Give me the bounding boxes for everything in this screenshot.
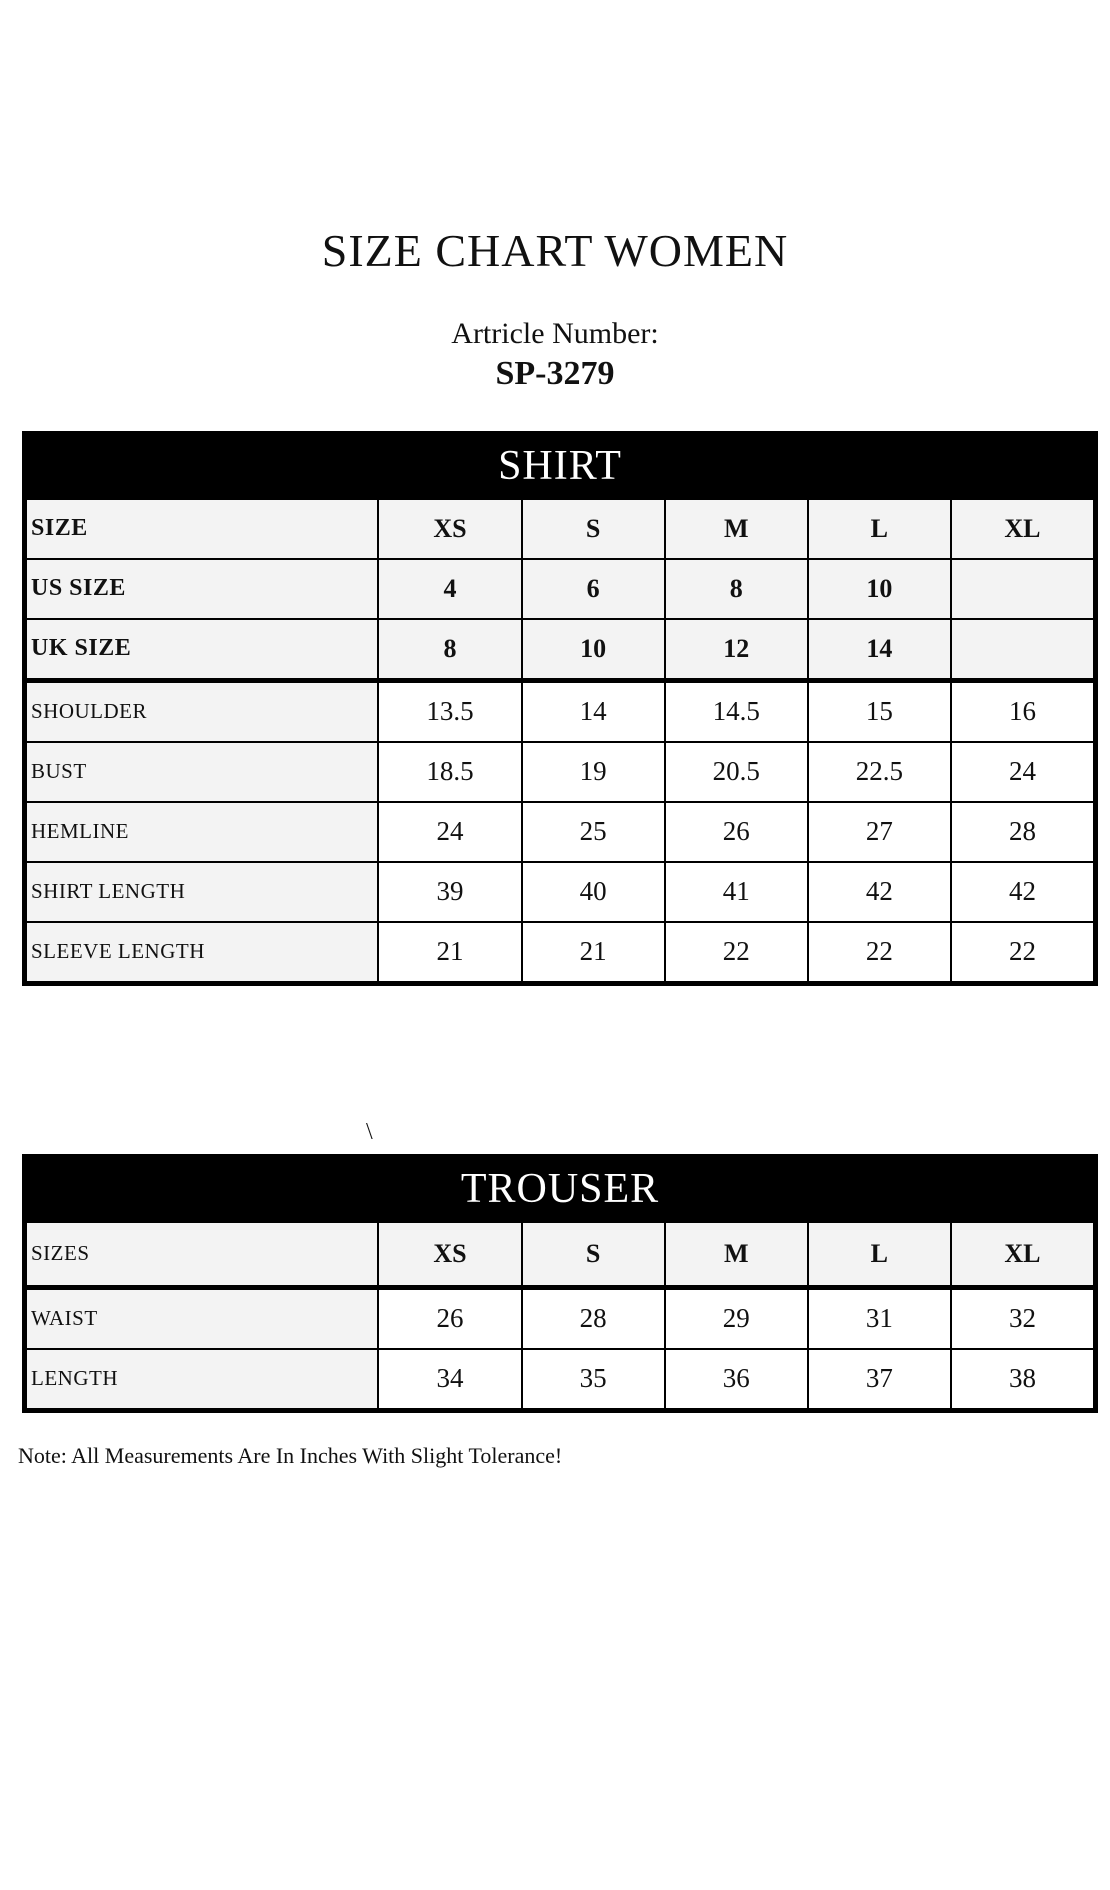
table-row: SLEEVE LENGTH 21 21 22 22 22 [24,920,1096,983]
size-value-cell: S [520,497,666,560]
size-value-cell: 8 [377,617,523,683]
size-value-cell: 42 [806,860,952,923]
size-value-cell: 22 [663,920,809,983]
size-value-cell: 42 [949,860,1096,923]
article-number-value: SP-3279 [495,354,615,392]
stray-backslash-mark: \ [366,1118,373,1145]
size-value-cell: M [663,1220,809,1290]
size-chart-page: SIZE CHART WOMEN Artricle Number: SP-327… [0,225,1110,1469]
table-row: SHOULDER 13.5 14 14.5 15 16 [24,679,1096,743]
size-value-cell: L [806,497,952,560]
row-label-cell: WAIST [24,1286,380,1350]
table-row: BUST 18.5 19 20.5 22.5 24 [24,740,1096,803]
size-value-cell: 19 [520,740,666,803]
size-value-cell: XL [949,497,1096,560]
size-value-cell: 25 [520,800,666,863]
row-label-cell: SIZE [24,497,380,560]
size-value-cell: 13.5 [377,679,523,743]
size-value-cell: 35 [520,1347,666,1410]
size-value-cell: 10 [520,617,666,683]
trouser-table-title: TROUSER [25,1156,1095,1221]
size-value-cell: 16 [949,679,1096,743]
row-label-cell: LENGTH [24,1347,380,1410]
size-value-cell: 6 [520,557,666,620]
size-value-cell: 21 [377,920,523,983]
size-value-cell: 24 [377,800,523,863]
size-value-cell: XS [377,1220,523,1290]
size-value-cell: 4 [377,557,523,620]
size-value-cell: 21 [520,920,666,983]
size-value-cell: 18.5 [377,740,523,803]
size-value-cell: 28 [949,800,1096,863]
size-value-cell [949,557,1096,620]
size-value-cell: 24 [949,740,1096,803]
size-value-cell: 22.5 [806,740,952,803]
size-value-cell: 36 [663,1347,809,1410]
table-row: WAIST 26 28 29 31 32 [24,1286,1096,1350]
table-row: SIZE XS S M L XL [24,497,1096,560]
row-label-cell: HEMLINE [24,800,380,863]
size-value-cell: 10 [806,557,952,620]
table-row: UK SIZE 8 10 12 14 [24,617,1096,683]
table-row: SIZES XS S M L XL [24,1220,1096,1290]
row-label-cell: UK SIZE [24,617,380,683]
size-value-cell: 26 [663,800,809,863]
size-value-cell: 38 [949,1347,1096,1410]
size-value-cell: 14.5 [663,679,809,743]
trouser-size-table: TROUSER SIZES XS S M L XL WAIST 26 28 29 31 32 LENGT… [22,1153,1098,1413]
page-title: SIZE CHART WOMEN [321,225,789,276]
row-label-cell: SHOULDER [24,679,380,743]
size-value-cell: 34 [377,1347,523,1410]
size-value-cell: S [520,1220,666,1290]
size-value-cell: 40 [520,860,666,923]
size-value-cell: 8 [663,557,809,620]
size-value-cell: 26 [377,1286,523,1350]
table-row: US SIZE 4 6 8 10 [24,557,1096,620]
size-value-cell: 37 [806,1347,952,1410]
row-label-cell: US SIZE [24,557,380,620]
size-value-cell: 14 [806,617,952,683]
row-label-cell: SHIRT LENGTH [24,860,380,923]
size-value-cell: 22 [806,920,952,983]
row-label-cell: BUST [24,740,380,803]
size-value-cell: 12 [663,617,809,683]
shirt-table-grid: SIZE XS S M L XL US SIZE 4 6 8 10 UK SIZE 8 10 12 14 SHO… [24,497,1096,983]
size-value-cell: 39 [377,860,523,923]
table-row: HEMLINE 24 25 26 27 28 [24,800,1096,863]
shirt-size-table: SHIRT SIZE XS S M L XL US SIZE 4 6 8 10 UK SIZE 8 10 1… [22,430,1098,986]
article-number-label: Artricle Number: [451,316,659,350]
size-value-cell: 31 [806,1286,952,1350]
size-value-cell: XL [949,1220,1096,1290]
row-label-cell: SLEEVE LENGTH [24,920,380,983]
row-label-cell: SIZES [24,1220,380,1290]
size-value-cell: 22 [949,920,1096,983]
size-value-cell: L [806,1220,952,1290]
size-value-cell: XS [377,497,523,560]
size-value-cell: 41 [663,860,809,923]
measurement-note: Note: All Measurements Are In Inches Wit… [18,1442,563,1468]
size-value-cell: 14 [520,679,666,743]
size-value-cell: 27 [806,800,952,863]
size-value-cell: 15 [806,679,952,743]
size-value-cell: 32 [949,1286,1096,1350]
shirt-table-title: SHIRT [25,433,1095,498]
table-gap: \ [0,986,1110,1154]
size-value-cell: 20.5 [663,740,809,803]
size-value-cell [949,617,1096,683]
trouser-table-grid: SIZES XS S M L XL WAIST 26 28 29 31 32 LENGTH 34 35 36 3… [24,1220,1096,1410]
size-value-cell: 29 [663,1286,809,1350]
size-value-cell: M [663,497,809,560]
table-row: LENGTH 34 35 36 37 38 [24,1347,1096,1410]
size-value-cell: 28 [520,1286,666,1350]
table-row: SHIRT LENGTH 39 40 41 42 42 [24,860,1096,923]
